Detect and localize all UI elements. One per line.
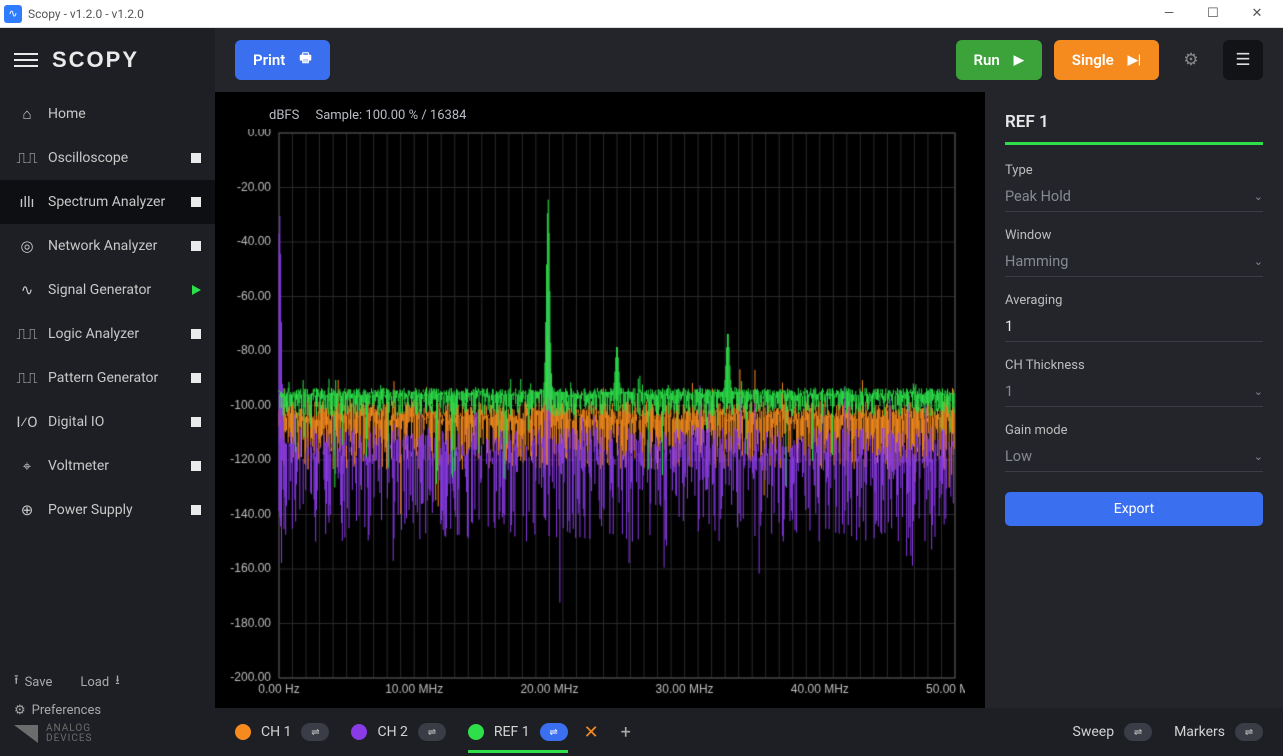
channel-toggle-icon[interactable]: ⇌ xyxy=(540,723,568,741)
channel-ch-1[interactable]: CH 1 ⇌ xyxy=(235,711,329,753)
nav-signal-generator[interactable]: ∿ Signal Generator xyxy=(0,268,215,312)
print-button[interactable]: Print🖶 xyxy=(235,40,330,80)
stopped-indicator-icon xyxy=(191,373,201,383)
instrument-icon: ⎍⎍ xyxy=(14,149,40,167)
run-button[interactable]: Run▶ xyxy=(956,40,1042,80)
channel-color-dot xyxy=(351,724,367,740)
field-averaging[interactable]: 1 xyxy=(1005,314,1263,342)
nav-label: Digital IO xyxy=(48,414,104,430)
menu-icon[interactable] xyxy=(14,53,38,67)
field-type[interactable]: Peak Hold⌄ xyxy=(1005,184,1263,212)
field-window[interactable]: Hamming⌄ xyxy=(1005,249,1263,277)
save-button[interactable]: ⭱ Save xyxy=(14,671,52,693)
properties-panel: REF 1 Type Peak Hold⌄ Window Hamming⌄ Av… xyxy=(985,92,1283,708)
print-icon: 🖶 xyxy=(299,49,311,71)
minimize-button[interactable]: — xyxy=(1147,0,1191,28)
channel-bar: CH 1 ⇌ CH 2 ⇌ REF 1 ⇌ ✕ + Sweep⇌ Markers⇌ xyxy=(215,708,1283,756)
nav-spectrum-analyzer[interactable]: ıllı Spectrum Analyzer xyxy=(0,180,215,224)
nav-label: Logic Analyzer xyxy=(48,326,139,342)
sidebar: SCOPY ⌂ Home ⎍⎍ Oscilloscope ıllı Spectr… xyxy=(0,28,215,756)
field-label: Gain mode xyxy=(1005,423,1263,438)
nav-oscilloscope[interactable]: ⎍⎍ Oscilloscope xyxy=(0,136,215,180)
field-label: Window xyxy=(1005,228,1263,243)
instrument-icon: ◎ xyxy=(14,237,40,255)
nav-network-analyzer[interactable]: ◎ Network Analyzer xyxy=(0,224,215,268)
channel-color-dot xyxy=(468,724,484,740)
analog-devices-logo: ANALOGDEVICES xyxy=(14,724,201,744)
channel-label: CH 1 xyxy=(261,724,291,740)
chevron-down-icon: ⌄ xyxy=(1254,255,1263,268)
toolbar: Print🖶 Run▶ Single▶| ⚙ ☰ xyxy=(215,28,1283,92)
stopped-indicator-icon xyxy=(191,505,201,515)
nav-label: Oscilloscope xyxy=(48,150,128,166)
spectrum-chart: dBFS Sample: 100.00 % / 16384 xyxy=(215,92,985,708)
chevron-down-icon: ⌄ xyxy=(1254,385,1263,398)
nav-label: Voltmeter xyxy=(48,458,109,474)
channel-label: CH 2 xyxy=(377,724,407,740)
nav-label: Signal Generator xyxy=(48,282,151,298)
channel-toggle-icon[interactable]: ⇌ xyxy=(301,723,329,741)
nav-power-supply[interactable]: ⊕ Power Supply xyxy=(0,488,215,532)
sample-info: Sample: 100.00 % / 16384 xyxy=(315,108,466,123)
nav-digital-io[interactable]: I⁄O Digital IO xyxy=(0,400,215,444)
remove-channel-icon[interactable]: ✕ xyxy=(584,722,599,743)
nav-label: Power Supply xyxy=(48,502,133,518)
nav-voltmeter[interactable]: ⌖ Voltmeter xyxy=(0,444,215,488)
close-button[interactable]: ✕ xyxy=(1235,0,1279,28)
nav-label: Spectrum Analyzer xyxy=(48,194,165,210)
load-button[interactable]: Load ⭳ xyxy=(80,671,119,693)
chevron-down-icon: ⌄ xyxy=(1254,450,1263,463)
stopped-indicator-icon xyxy=(191,329,201,339)
nav-pattern-generator[interactable]: ⎍⎍ Pattern Generator xyxy=(0,356,215,400)
channel-ref-1[interactable]: REF 1 ⇌ xyxy=(468,711,568,753)
play-icon: ▶ xyxy=(1014,53,1024,68)
single-button[interactable]: Single▶| xyxy=(1054,40,1159,80)
home-icon: ⌂ xyxy=(14,105,40,123)
channel-label: REF 1 xyxy=(494,724,530,740)
field-label: Type xyxy=(1005,163,1263,178)
stopped-indicator-icon xyxy=(191,153,201,163)
panel-title: REF 1 xyxy=(1005,112,1263,132)
nav-label: Network Analyzer xyxy=(48,238,157,254)
stopped-indicator-icon xyxy=(191,417,201,427)
field-label: CH Thickness xyxy=(1005,358,1263,373)
add-channel-button[interactable]: + xyxy=(621,722,631,743)
playing-indicator-icon xyxy=(192,285,201,295)
y-axis-label: dBFS xyxy=(269,108,299,123)
settings-gear-icon[interactable]: ⚙ xyxy=(1171,40,1211,80)
app-icon: ∿ xyxy=(4,5,22,23)
instrument-icon: I⁄O xyxy=(14,413,40,431)
export-button[interactable]: Export xyxy=(1005,492,1263,526)
instrument-icon: ⊕ xyxy=(14,501,40,519)
nav-label: Home xyxy=(48,106,86,122)
field-gain-mode[interactable]: Low⌄ xyxy=(1005,444,1263,472)
channel-ch-2[interactable]: CH 2 ⇌ xyxy=(351,711,445,753)
stopped-indicator-icon xyxy=(191,197,201,207)
field-ch-thickness[interactable]: 1⌄ xyxy=(1005,379,1263,407)
nav-label: Pattern Generator xyxy=(48,370,158,386)
instrument-icon: ⌖ xyxy=(14,457,40,475)
channel-toggle-icon[interactable]: ⇌ xyxy=(418,723,446,741)
step-icon: ▶| xyxy=(1128,53,1141,68)
field-label: Averaging xyxy=(1005,293,1263,308)
window-titlebar: ∿ Scopy - v1.2.0 - v1.2.0 — ☐ ✕ xyxy=(0,0,1283,28)
maximize-button[interactable]: ☐ xyxy=(1191,0,1235,28)
stopped-indicator-icon xyxy=(191,461,201,471)
nav-logic-analyzer[interactable]: ⎍⎍ Logic Analyzer xyxy=(0,312,215,356)
nav-home[interactable]: ⌂ Home xyxy=(0,92,215,136)
sliders-icon[interactable]: ☰ xyxy=(1223,40,1263,80)
app-logo: SCOPY xyxy=(52,47,139,73)
channel-color-dot xyxy=(235,724,251,740)
window-title: Scopy - v1.2.0 - v1.2.0 xyxy=(28,7,144,21)
stopped-indicator-icon xyxy=(191,241,201,251)
instrument-icon: ⎍⎍ xyxy=(14,325,40,343)
spectrum-canvas[interactable] xyxy=(215,129,965,708)
markers-button[interactable]: Markers⇌ xyxy=(1174,711,1263,753)
instrument-icon: ∿ xyxy=(14,281,40,299)
preferences-button[interactable]: ⚙ Preferences xyxy=(14,703,201,718)
sweep-button[interactable]: Sweep⇌ xyxy=(1073,711,1153,753)
instrument-icon: ⎍⎍ xyxy=(14,369,40,387)
instrument-icon: ıllı xyxy=(14,193,40,211)
chevron-down-icon: ⌄ xyxy=(1254,190,1263,203)
